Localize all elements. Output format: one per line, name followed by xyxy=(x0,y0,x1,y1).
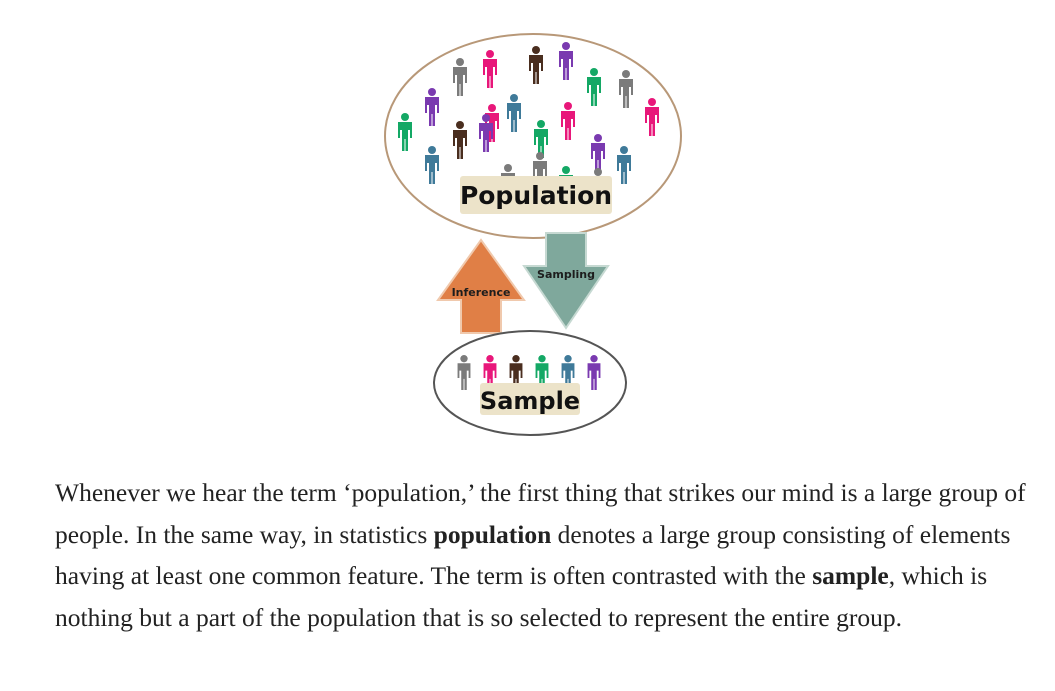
person-figure xyxy=(591,134,605,172)
term-sample: sample xyxy=(812,561,889,590)
person-figure xyxy=(535,355,549,390)
person-figure xyxy=(509,355,523,390)
person-figure xyxy=(483,50,497,88)
sampling-label: Sampling xyxy=(537,268,595,281)
inference-arrow: Inference xyxy=(436,238,526,334)
person-figure xyxy=(561,355,575,390)
person-figure xyxy=(619,70,633,108)
article-text-part-3: , which is nothing but a part of the pop… xyxy=(55,561,988,632)
person-figure xyxy=(534,120,548,158)
person-figure xyxy=(645,98,659,136)
article-text-part-1: Whenever we hear the term ‘population,’ … xyxy=(55,478,1026,549)
term-population: population xyxy=(433,519,552,549)
article-text-part-2: denotes a large group consisting of elem… xyxy=(55,519,1011,591)
person-figure xyxy=(529,46,543,84)
person-figure xyxy=(453,121,467,159)
sample-people-group xyxy=(457,355,601,390)
population-sample-diagram: Population Inference Sampling Sample xyxy=(380,28,690,443)
person-figure xyxy=(559,42,573,80)
person-figure xyxy=(425,146,439,184)
sampling-arrow-shape xyxy=(522,232,610,330)
sample-label: Sample xyxy=(480,387,580,415)
person-figure xyxy=(507,94,521,132)
population-people-group xyxy=(398,42,659,206)
person-figure xyxy=(457,355,471,390)
population-label-box xyxy=(460,176,612,214)
person-figure xyxy=(425,88,439,126)
article-paragraph: Whenever we hear the term ‘population,’ … xyxy=(55,472,1030,638)
inference-arrow-shape xyxy=(436,238,526,334)
population-label: Population xyxy=(460,181,612,210)
person-figure xyxy=(479,114,493,152)
person-figure xyxy=(453,58,467,96)
sampling-arrow: Sampling xyxy=(522,232,610,330)
person-figure xyxy=(533,152,547,190)
person-figure xyxy=(587,68,601,106)
person-figure xyxy=(617,146,631,184)
person-figure xyxy=(561,102,575,140)
person-figure xyxy=(587,355,601,390)
person-figure xyxy=(483,355,497,390)
sample-label-box xyxy=(480,383,580,415)
person-figure xyxy=(398,113,412,151)
inference-label: Inference xyxy=(452,286,511,299)
